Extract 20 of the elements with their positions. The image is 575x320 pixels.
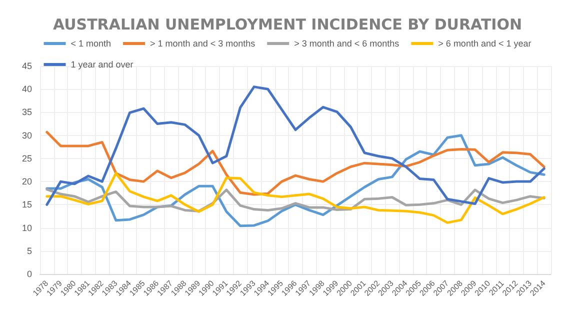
- y-tick-label: 20: [22, 176, 32, 187]
- y-tick-label: 10: [22, 222, 32, 233]
- y-tick-label: 35: [22, 107, 32, 118]
- line-series: [46, 130, 546, 196]
- legend-label: 1 year and over: [70, 60, 134, 70]
- y-tick-label: 30: [22, 130, 32, 140]
- legend-label: > 3 month and < 6 months: [294, 38, 400, 48]
- y-tick-label: 15: [22, 200, 32, 210]
- y-tick-label: 45: [22, 61, 32, 71]
- y-tick-label: 0: [26, 269, 32, 279]
- y-tick-label: 40: [22, 84, 32, 94]
- y-tick-label: 5: [26, 246, 32, 256]
- line-series: [46, 188, 546, 212]
- line-series: [46, 172, 546, 224]
- line-series: [46, 86, 546, 206]
- legend-label: < 1 month: [70, 38, 112, 48]
- chart-title: AUSTRALIAN UNEMPLOYMENT INCIDENCE BY DURATION: [52, 16, 522, 34]
- legend-label: > 1 month and < 3 months: [150, 38, 256, 48]
- y-tick-label: 25: [22, 153, 32, 164]
- legend-label: > 6 month and < 1 year: [438, 38, 532, 48]
